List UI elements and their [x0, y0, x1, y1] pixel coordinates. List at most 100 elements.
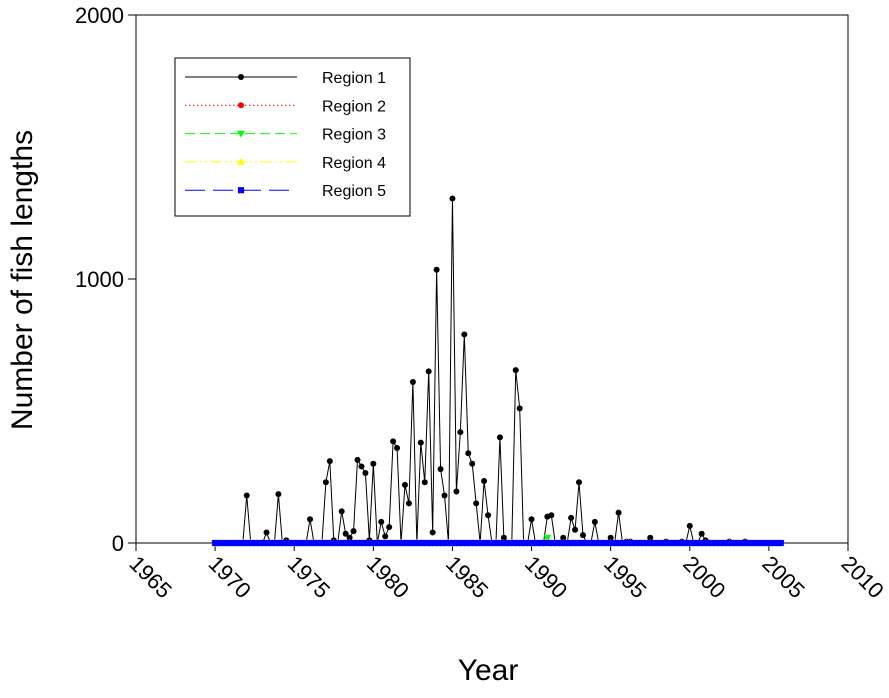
point [362, 470, 369, 477]
x-axis-title: Year [458, 654, 519, 687]
point [690, 539, 697, 547]
point [678, 539, 685, 547]
y-axis-title: Number of fish lengths [6, 130, 39, 430]
legend-marker [237, 130, 245, 138]
point [405, 500, 412, 507]
legend-label: Region 5 [322, 183, 386, 200]
point [215, 539, 223, 547]
point [263, 539, 270, 547]
point [223, 539, 231, 547]
point [492, 539, 500, 547]
point [405, 539, 413, 547]
point [326, 539, 333, 547]
point [473, 539, 480, 547]
point [263, 529, 270, 536]
point [726, 539, 733, 547]
point [477, 539, 484, 547]
point [469, 460, 476, 467]
point [568, 539, 575, 547]
point [449, 539, 456, 547]
point [706, 539, 713, 547]
point [338, 508, 345, 515]
point [465, 450, 472, 457]
point [568, 514, 575, 521]
point [749, 539, 757, 547]
point [366, 539, 373, 547]
point [374, 539, 381, 547]
point [686, 539, 693, 547]
point [591, 518, 598, 525]
legend-label: Region 3 [322, 127, 386, 144]
point [326, 458, 333, 465]
point [350, 528, 357, 535]
point [647, 539, 654, 547]
point [746, 539, 753, 547]
point [390, 438, 397, 445]
point [532, 539, 539, 547]
point [433, 266, 440, 273]
y-tick-label: 0 [112, 531, 124, 556]
point [390, 539, 397, 547]
point [417, 539, 424, 547]
point [662, 539, 670, 547]
point [453, 539, 460, 547]
point [670, 539, 678, 547]
point [639, 539, 646, 547]
point [627, 539, 634, 547]
point [401, 539, 409, 547]
point [275, 539, 282, 547]
point [409, 539, 416, 547]
point [247, 539, 254, 547]
point [540, 539, 547, 547]
point [378, 518, 385, 525]
point [603, 539, 610, 547]
point [583, 539, 591, 547]
point [275, 491, 282, 498]
point [481, 539, 488, 547]
legend-marker [237, 187, 245, 194]
point [401, 481, 408, 488]
point [441, 539, 448, 547]
point [227, 539, 235, 547]
point [674, 539, 681, 547]
point [314, 539, 322, 547]
point [457, 539, 464, 547]
x-tick-label: 2005 [757, 551, 809, 603]
point [429, 529, 436, 536]
point [556, 539, 563, 547]
point [655, 539, 662, 547]
x-tick-label: 1965 [124, 551, 176, 603]
point [334, 539, 341, 547]
point [259, 539, 266, 547]
point [295, 539, 302, 547]
point [576, 479, 583, 486]
point [362, 539, 369, 547]
point [243, 539, 250, 547]
point [765, 539, 772, 547]
legend-label: Region 1 [322, 70, 386, 87]
x-tick-label: 2010 [836, 551, 888, 603]
point [718, 539, 725, 547]
point [267, 539, 274, 547]
point [338, 539, 345, 547]
point [579, 532, 586, 539]
point [757, 539, 765, 547]
point [354, 456, 361, 463]
point [461, 331, 468, 338]
point [682, 539, 689, 547]
point [698, 530, 705, 537]
point [350, 539, 357, 547]
point [548, 512, 555, 519]
point [552, 539, 559, 547]
point [528, 516, 535, 523]
point [738, 539, 745, 547]
point [698, 539, 705, 547]
point [461, 539, 468, 547]
point [730, 539, 737, 547]
point [421, 479, 428, 486]
point [441, 492, 448, 499]
point [212, 539, 219, 547]
point [283, 539, 290, 547]
point [219, 539, 227, 547]
